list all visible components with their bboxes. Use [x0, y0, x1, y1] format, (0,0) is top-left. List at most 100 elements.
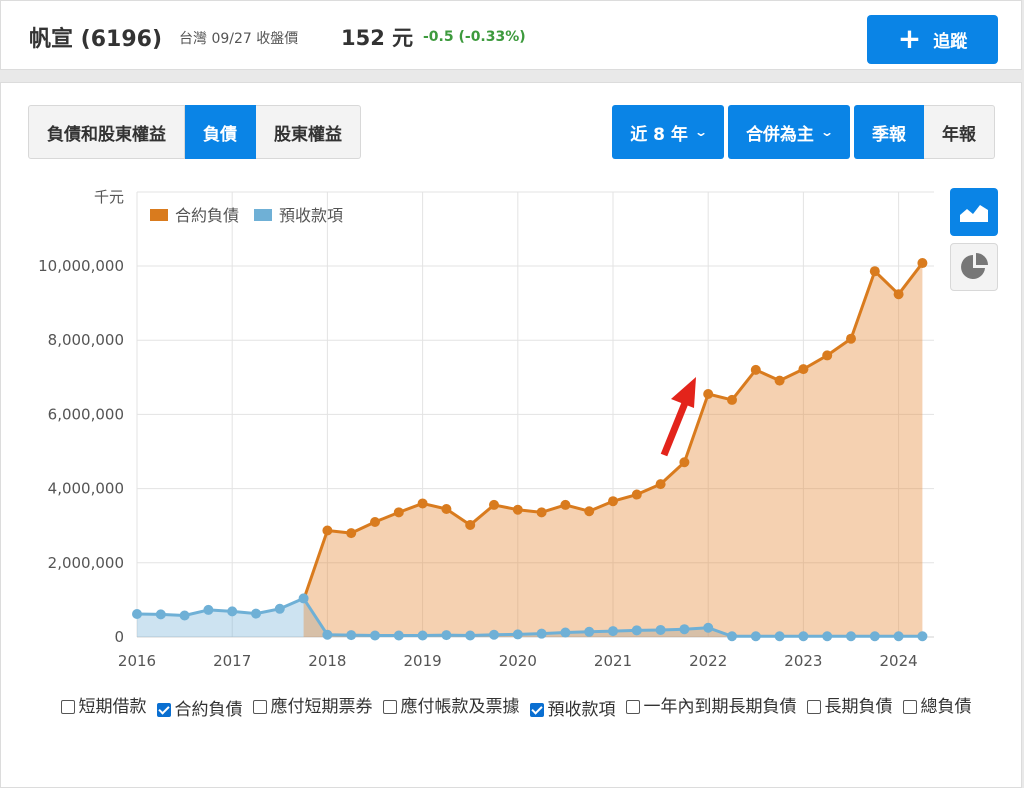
- checkbox-label: 合約負債: [174, 700, 243, 720]
- data-point-advance[interactable]: [251, 608, 261, 619]
- data-point-contract[interactable]: [512, 504, 523, 515]
- tab-liabilities[interactable]: 負債: [185, 105, 256, 159]
- data-point-advance[interactable]: [274, 603, 285, 614]
- checkbox-label: 短期借款: [78, 697, 147, 717]
- chart-panel: 負債和股東權益 負債 股東權益 近 8 年 ⌄ 合併為主 ⌄ 季報 年報 短期借…: [0, 82, 1022, 788]
- unit-label: 千元: [94, 188, 124, 206]
- data-point-contract[interactable]: [465, 519, 476, 530]
- data-point-advance[interactable]: [750, 631, 761, 642]
- data-point-advance[interactable]: [774, 631, 785, 642]
- data-point-advance[interactable]: [346, 630, 357, 641]
- series-checkbox-2[interactable]: 應付短期票券: [252, 687, 373, 727]
- data-point-contract[interactable]: [560, 499, 571, 510]
- data-point-contract[interactable]: [703, 388, 714, 399]
- data-point-contract[interactable]: [584, 506, 595, 517]
- data-point-contract[interactable]: [536, 507, 547, 518]
- annual-button[interactable]: 年報: [924, 105, 995, 159]
- data-point-advance[interactable]: [298, 593, 309, 604]
- quarterly-button[interactable]: 季報: [854, 105, 924, 159]
- data-point-advance[interactable]: [679, 624, 690, 635]
- checkbox-unchecked[interactable]: [382, 700, 397, 714]
- data-point-advance[interactable]: [917, 631, 928, 642]
- data-point-advance[interactable]: [370, 630, 380, 641]
- chart-controls: 近 8 年 ⌄ 合併為主 ⌄ 季報 年報: [612, 105, 995, 159]
- series-checkbox-list: 短期借款 合約負債 應付短期票券 應付帳款及票據 預收款項 一年內到期長期負債 長期負債 總負…: [31, 687, 1001, 730]
- data-point-contract[interactable]: [417, 498, 428, 509]
- basis-dropdown[interactable]: 合併為主 ⌄: [727, 105, 850, 159]
- data-point-advance[interactable]: [846, 631, 856, 642]
- data-point-advance[interactable]: [512, 629, 523, 640]
- data-point-contract[interactable]: [370, 516, 380, 527]
- data-point-advance[interactable]: [703, 622, 714, 633]
- checkbox-unchecked[interactable]: [60, 700, 75, 714]
- data-point-advance[interactable]: [417, 630, 428, 641]
- data-point-advance[interactable]: [798, 631, 809, 642]
- data-point-advance[interactable]: [132, 608, 142, 619]
- data-point-advance[interactable]: [227, 606, 238, 617]
- checkbox-checked[interactable]: [156, 703, 171, 717]
- data-point-contract[interactable]: [322, 525, 333, 536]
- data-point-contract[interactable]: [631, 489, 642, 500]
- data-point-contract[interactable]: [608, 496, 618, 507]
- data-point-advance[interactable]: [179, 610, 190, 621]
- data-point-contract[interactable]: [750, 364, 761, 375]
- data-point-advance[interactable]: [489, 629, 499, 640]
- track-button-label: 追蹤: [933, 32, 968, 52]
- pie-chart-button[interactable]: [950, 243, 998, 291]
- data-point-contract[interactable]: [489, 499, 499, 510]
- category-tabs: 負債和股東權益 負債 股東權益: [28, 105, 361, 159]
- data-point-advance[interactable]: [322, 629, 333, 640]
- data-point-contract[interactable]: [798, 364, 809, 375]
- series-checkbox-0[interactable]: 短期借款: [60, 687, 147, 727]
- data-point-contract[interactable]: [869, 266, 880, 277]
- series-checkbox-5[interactable]: 一年內到期長期負債: [625, 687, 797, 727]
- data-point-contract[interactable]: [727, 394, 737, 405]
- data-point-advance[interactable]: [560, 627, 571, 638]
- checkbox-checked[interactable]: [529, 703, 544, 717]
- checkbox-unchecked[interactable]: [806, 700, 821, 714]
- data-point-advance[interactable]: [584, 626, 595, 637]
- data-point-contract[interactable]: [893, 289, 904, 300]
- data-point-contract[interactable]: [679, 457, 690, 468]
- data-point-advance[interactable]: [465, 630, 476, 641]
- data-point-advance[interactable]: [536, 628, 547, 639]
- data-point-advance[interactable]: [203, 604, 214, 615]
- series-area-1: [137, 598, 923, 637]
- tab-liabilities-and-equity[interactable]: 負債和股東權益: [28, 105, 185, 159]
- data-point-advance[interactable]: [155, 609, 166, 620]
- checkbox-unchecked[interactable]: [252, 700, 267, 714]
- data-point-contract[interactable]: [655, 479, 666, 490]
- series-checkbox-7[interactable]: 總負債: [902, 687, 972, 727]
- data-point-advance[interactable]: [655, 624, 666, 635]
- data-point-advance[interactable]: [869, 631, 880, 642]
- data-point-contract[interactable]: [846, 333, 856, 344]
- series-checkbox-3[interactable]: 應付帳款及票據: [382, 687, 520, 727]
- series-checkbox-6[interactable]: 長期負債: [806, 687, 893, 727]
- data-point-contract[interactable]: [346, 528, 357, 539]
- data-point-advance[interactable]: [822, 631, 833, 642]
- checkbox-unchecked[interactable]: [625, 700, 640, 714]
- data-point-advance[interactable]: [393, 630, 404, 641]
- pie-chart-icon: [961, 253, 988, 279]
- data-point-advance[interactable]: [727, 631, 737, 642]
- data-point-advance[interactable]: [631, 625, 642, 636]
- data-point-contract[interactable]: [774, 375, 785, 386]
- y-tick-label: 0: [114, 628, 124, 646]
- track-button[interactable]: + 追蹤: [867, 15, 998, 64]
- y-tick-label: 10,000,000: [38, 257, 124, 275]
- data-point-contract[interactable]: [393, 507, 404, 518]
- area-chart-button[interactable]: [950, 188, 998, 236]
- checkbox-unchecked[interactable]: [902, 700, 917, 714]
- data-point-contract[interactable]: [822, 350, 833, 361]
- data-point-contract[interactable]: [917, 258, 928, 269]
- tab-equity[interactable]: 股東權益: [256, 105, 361, 159]
- data-point-advance[interactable]: [441, 630, 452, 641]
- data-point-advance[interactable]: [893, 631, 904, 642]
- basis-dropdown-label: 合併為主: [745, 124, 814, 145]
- series-checkbox-4[interactable]: 預收款項: [529, 690, 616, 730]
- data-point-contract[interactable]: [441, 504, 452, 515]
- data-point-advance[interactable]: [608, 626, 618, 637]
- range-dropdown[interactable]: 近 8 年 ⌄: [612, 105, 724, 159]
- series-checkbox-1[interactable]: 合約負債: [156, 690, 243, 730]
